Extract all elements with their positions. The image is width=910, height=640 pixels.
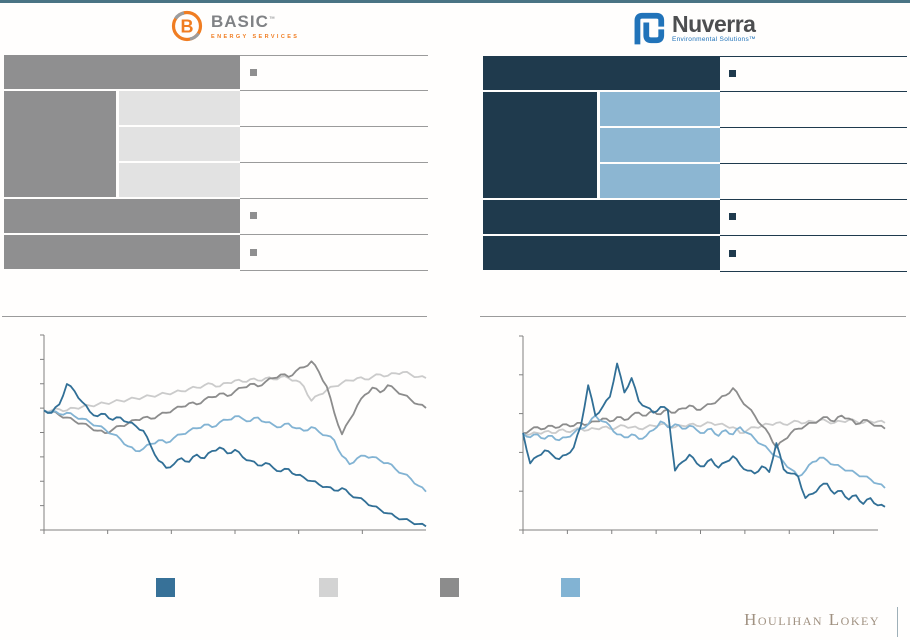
- basic-tagline: ENERGY SERVICES: [211, 33, 300, 40]
- bullet-square-icon: [250, 69, 257, 76]
- nuverra-logo: Nuverra Environmental Solutions™: [632, 11, 756, 45]
- redacted-block: [4, 235, 240, 269]
- table-row-line: [720, 127, 907, 128]
- basic-logo-text: BASIC™ ENERGY SERVICES: [211, 13, 299, 40]
- section-divider-left: [2, 316, 427, 317]
- basic-energy-services-logo: B BASIC™ ENERGY SERVICES: [170, 9, 299, 43]
- table-row-line: [240, 270, 428, 271]
- bullet-square-icon: [250, 212, 257, 219]
- bullet-square-icon: [729, 213, 736, 220]
- redacted-cell: [600, 128, 720, 162]
- table-row-line: [720, 56, 907, 57]
- table-row-line: [720, 235, 907, 236]
- table-row-line: [240, 234, 428, 235]
- nuverra-logo-text: Nuverra Environmental Solutions™: [672, 11, 756, 44]
- redacted-block: [483, 56, 720, 90]
- bullet-square-icon: [729, 250, 736, 257]
- table-row-line: [720, 271, 907, 272]
- section-divider-right: [480, 316, 906, 317]
- basic-wordmark: BASIC: [211, 11, 269, 31]
- table-row-line: [240, 55, 428, 56]
- redacted-cell: [119, 127, 240, 161]
- right-company-summary-table: [483, 56, 907, 272]
- basic-monogram: B: [181, 17, 194, 37]
- table-row-line: [240, 90, 428, 91]
- nuverra-logo-icon: [634, 12, 665, 45]
- table-row-line: [720, 91, 907, 92]
- redacted-block: [483, 92, 597, 198]
- footer-divider-bar: [897, 607, 898, 637]
- bullet-square-icon: [250, 249, 257, 256]
- redacted-cell: [600, 164, 720, 198]
- table-row-line: [720, 163, 907, 164]
- table-row-line: [720, 199, 907, 200]
- top-accent-line: [0, 0, 910, 3]
- table-row-line: [240, 162, 428, 163]
- redacted-block: [4, 199, 240, 233]
- basic-logo-icon: B: [171, 10, 203, 42]
- legend-swatch-light-blue: [561, 578, 580, 597]
- redacted-cell: [119, 91, 240, 125]
- redacted-cell: [119, 163, 240, 197]
- table-row-line: [240, 198, 428, 199]
- houlihan-lokey-brand: Houlihan Lokey: [744, 610, 880, 629]
- nuverra-wordmark: Nuverra: [672, 11, 756, 37]
- redacted-block: [483, 200, 720, 234]
- stock-performance-chart-left: [40, 334, 427, 534]
- nuverra-tagline: Environmental Solutions™: [672, 36, 756, 43]
- legend-swatch-medium-gray: [440, 578, 459, 597]
- basic-trademark: ™: [268, 16, 275, 23]
- redacted-cell: [600, 92, 720, 126]
- redacted-block: [4, 91, 116, 197]
- legend-swatch-light-gray: [319, 578, 338, 597]
- legend-swatch-dark-blue: [156, 578, 175, 597]
- redacted-block: [483, 236, 720, 270]
- bullet-square-icon: [729, 70, 736, 77]
- left-company-summary-table: [4, 55, 428, 271]
- table-row-line: [240, 126, 428, 127]
- stock-performance-chart-right: [519, 335, 886, 534]
- redacted-block: [4, 55, 240, 89]
